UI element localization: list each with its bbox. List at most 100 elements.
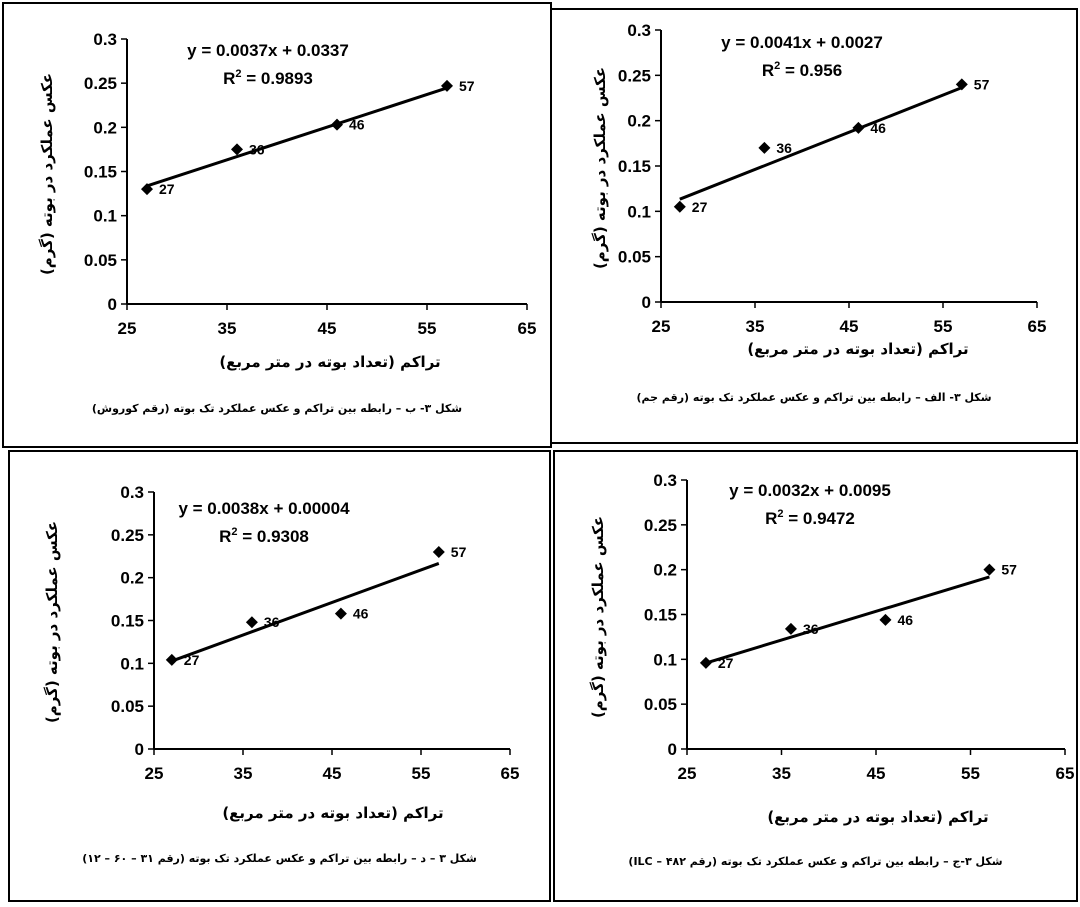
x-tick-label: 45	[867, 764, 886, 783]
x-tick-label: 55	[934, 317, 953, 336]
data-label: 36	[776, 140, 792, 156]
data-label: 36	[249, 141, 265, 157]
figure-caption: شکل ۳ – د – رابطه بین تراکم و عکس عملکرد…	[82, 852, 477, 865]
y-axis-label: عکس عملکرد در بوته (گرم)	[43, 521, 61, 723]
trend-line	[146, 86, 448, 188]
chart-panel-jam: 0 0.05 0.1 0.15 0.2 0.25 0.3 25 35 45 55 65 27 36 46 57…	[550, 8, 1078, 444]
x-tick-label: 45	[318, 319, 337, 338]
x-tick-label: 65	[518, 319, 537, 338]
x-tick-label: 35	[218, 319, 237, 338]
regression-equation: y = 0.0041x + 0.0027	[721, 33, 883, 52]
data-point	[245, 616, 258, 629]
x-tick-label: 55	[412, 764, 431, 783]
data-point	[165, 653, 178, 666]
r-squared-label: R2 = 0.9893	[223, 68, 313, 88]
data-point	[231, 143, 243, 156]
y-tick-label: 0.25	[111, 526, 144, 545]
data-label: 46	[870, 120, 886, 136]
chart-panel-kourosh: 0 0.05 0.1 0.15 0.2 0.25 0.3 25 35 45 55 65 27 36 46 57…	[2, 2, 552, 448]
data-point	[334, 607, 347, 620]
y-tick-label: 0.05	[618, 248, 651, 267]
trend-line	[679, 86, 963, 201]
x-tick-label: 55	[961, 764, 980, 783]
data-point	[331, 118, 343, 131]
data-point	[852, 121, 865, 134]
y-tick-label: 0.1	[627, 202, 651, 221]
data-point	[141, 183, 153, 196]
figure-caption: شکل ۳- الف – رابطه بین تراکم و عکس عملکر…	[636, 391, 992, 404]
y-tick-label: 0.1	[93, 207, 117, 226]
y-tick-label: 0	[642, 293, 651, 312]
data-label: 27	[184, 652, 200, 668]
figure-caption: شکل ۳-ج – رابطه بین تراکم و عکس عملکرد ت…	[628, 855, 1003, 868]
data-label: 27	[692, 199, 708, 215]
y-tick-label: 0	[135, 740, 144, 759]
y-tick-label: 0.2	[627, 112, 651, 131]
r-squared-label: R2 = 0.956	[762, 60, 842, 80]
x-tick-label: 25	[652, 317, 671, 336]
x-tick-label: 35	[746, 317, 765, 336]
data-point	[673, 200, 686, 213]
x-axis-label: تراکم (تعداد بوته در متر مربع)	[747, 340, 968, 358]
y-tick-label: 0.05	[644, 695, 677, 714]
y-tick-label: 0	[668, 740, 677, 759]
y-tick-label: 0.05	[84, 251, 117, 270]
data-point	[955, 78, 968, 91]
r-squared-label: R2 = 0.9308	[219, 526, 309, 546]
figure-caption: شکل ۳- ب – رابطه بین تراکم و عکس عملکرد …	[91, 402, 463, 415]
y-tick-label: 0.1	[120, 654, 144, 673]
trend-line	[171, 562, 440, 663]
chart-svg: 0 0.05 0.1 0.15 0.2 0.25 0.3 25 35 45 55 65 27 36 46 57…	[591, 21, 1047, 358]
x-tick-label: 45	[840, 317, 859, 336]
y-axis-label: عکس عملکرد در بوته (گرم)	[589, 516, 607, 718]
y-tick-label: 0.2	[93, 118, 117, 137]
data-label: 46	[353, 606, 369, 622]
y-tick-label: 0.25	[644, 516, 677, 535]
x-tick-label: 65	[1056, 764, 1075, 783]
x-tick-label: 65	[501, 764, 520, 783]
chart-panel-31-60-12: 0 0.05 0.1 0.15 0.2 0.25 0.3 25 35 45 55 65 27 36 46 57…	[8, 450, 551, 902]
regression-equation: y = 0.0037x + 0.0337	[187, 41, 349, 60]
y-tick-label: 0.15	[84, 163, 117, 182]
data-label: 57	[974, 76, 990, 92]
data-label: 46	[349, 117, 365, 133]
data-point	[441, 79, 453, 92]
x-axis-label: تراکم (تعداد بوته در متر مربع)	[767, 808, 988, 826]
data-point	[879, 613, 892, 626]
x-axis-label: تراکم (تعداد بوته در متر مربع)	[222, 804, 443, 822]
y-tick-label: 0	[108, 295, 117, 314]
x-tick-label: 35	[772, 764, 791, 783]
chart-panel-ilc-482: 0 0.05 0.1 0.15 0.2 0.25 0.3 25 35 45 55 65 27 36 46 57…	[553, 450, 1078, 902]
x-tick-label: 25	[145, 764, 164, 783]
chart-svg: 0 0.05 0.1 0.15 0.2 0.25 0.3 25 35 45 55 65 27 36 46 57…	[43, 483, 520, 822]
data-point	[784, 622, 797, 635]
x-tick-label: 35	[234, 764, 253, 783]
y-tick-label: 0.25	[618, 66, 651, 85]
data-label: 46	[897, 612, 913, 628]
x-tick-label: 25	[118, 319, 137, 338]
data-point	[432, 545, 445, 558]
y-tick-label: 0.2	[653, 561, 677, 580]
y-tick-label: 0.3	[653, 471, 677, 490]
r-squared-label: R2 = 0.9472	[765, 508, 855, 528]
data-label: 27	[718, 655, 734, 671]
trend-line	[705, 575, 990, 665]
y-axis-label: عکس عملکرد در بوته (گرم)	[38, 73, 56, 275]
data-label: 57	[459, 78, 475, 94]
data-label: 27	[159, 181, 175, 197]
y-tick-label: 0.2	[120, 569, 144, 588]
data-point	[758, 141, 771, 154]
data-point	[983, 563, 996, 576]
y-tick-label: 0.3	[120, 483, 144, 502]
y-tick-label: 0.3	[627, 21, 651, 40]
data-label: 36	[803, 621, 819, 637]
x-tick-label: 45	[323, 764, 342, 783]
y-tick-label: 0.15	[618, 157, 651, 176]
y-tick-label: 0.3	[93, 30, 117, 49]
data-point	[699, 656, 712, 669]
x-axis-label: تراکم (تعداد بوته در متر مربع)	[219, 353, 440, 371]
x-tick-label: 65	[1028, 317, 1047, 336]
regression-equation: y = 0.0032x + 0.0095	[729, 481, 891, 500]
chart-svg: 0 0.05 0.1 0.15 0.2 0.25 0.3 25 35 45 55 65 27 36 46 57…	[38, 30, 537, 371]
y-tick-label: 0.15	[111, 612, 144, 631]
